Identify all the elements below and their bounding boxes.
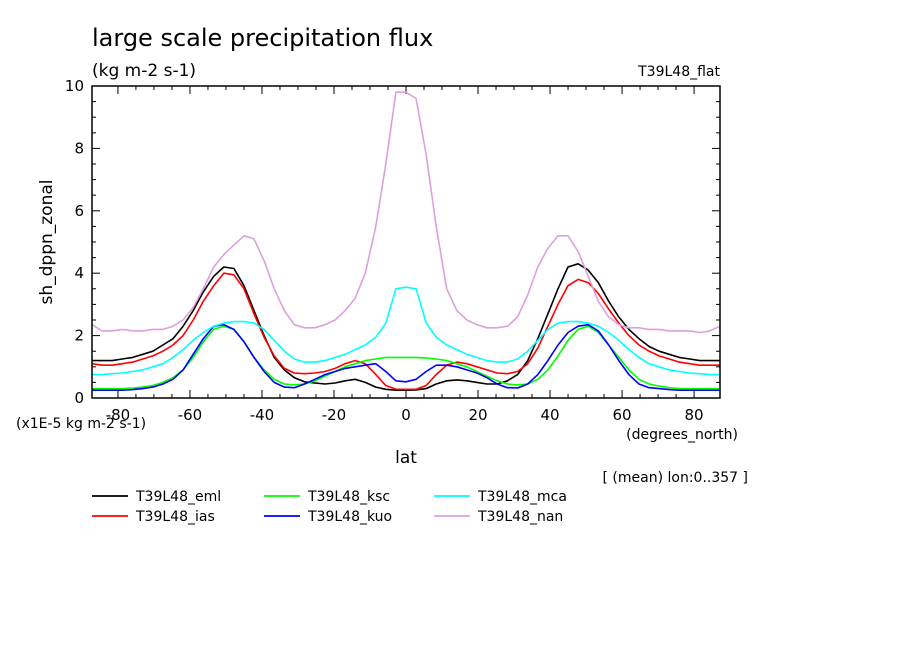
x-units-label: (degrees_north): [626, 427, 738, 443]
x-tick-label: 40: [540, 406, 559, 424]
chart-units: (kg m-2 s-1): [92, 61, 196, 81]
series-line-t39l48-nan: [91, 91, 721, 334]
experiment-label: T39L48_flat: [637, 64, 720, 80]
x-tick-label: 0: [401, 406, 411, 424]
x-tick-label: 80: [685, 406, 704, 424]
y-tick-label: 6: [74, 202, 84, 220]
y-tick-label: 0: [74, 389, 84, 407]
y-scale-note: (x1E-5 kg m-2 s-1): [16, 416, 146, 432]
x-tick-label: 60: [613, 406, 632, 424]
legend: T39L48_eml T39L48_ias T39L48_ksc T39L48_kuo…: [92, 489, 567, 525]
y-axis-label: sh_dppn_zonal: [37, 179, 57, 304]
x-tick-label: -40: [250, 406, 275, 424]
legend-label: T39L48_kuo: [307, 509, 392, 525]
chart-title: large scale precipitation flux: [92, 24, 433, 52]
x-tick-labels: -80 -60 -40 -20 0 20 40 60 80: [106, 406, 704, 424]
legend-label: T39L48_ksc: [307, 489, 390, 505]
plot-frame: [91, 85, 721, 399]
series-line-t39l48-mca: [92, 286, 720, 376]
legend-label: T39L48_nan: [477, 509, 563, 525]
series-line-t39l48-eml: [92, 262, 720, 392]
y-tick-label: 8: [74, 139, 84, 157]
legend-label: T39L48_mca: [477, 489, 567, 505]
x-tick-label: -60: [178, 406, 203, 424]
series-layer: [91, 91, 721, 392]
series-line-t39l48-kuo: [92, 323, 720, 392]
axis-ticks: [92, 85, 720, 399]
x-tick-label: -80: [106, 406, 131, 424]
legend-label: T39L48_eml: [135, 489, 221, 505]
y-tick-label: 10: [65, 77, 84, 95]
y-tick-label: 4: [74, 264, 84, 282]
legend-label: T39L48_ias: [135, 509, 215, 525]
x-axis-label: lat: [395, 448, 417, 468]
mean-annotation: [ (mean) lon:0..357 ]: [603, 470, 748, 486]
x-tick-label: 20: [468, 406, 487, 424]
y-tick-label: 2: [74, 327, 84, 345]
series-line-t39l48-ias: [91, 272, 720, 391]
x-tick-label: -20: [322, 406, 347, 424]
series-line-t39l48-ksc: [92, 325, 720, 390]
y-tick-labels: 0 2 4 6 8 10: [65, 77, 84, 407]
